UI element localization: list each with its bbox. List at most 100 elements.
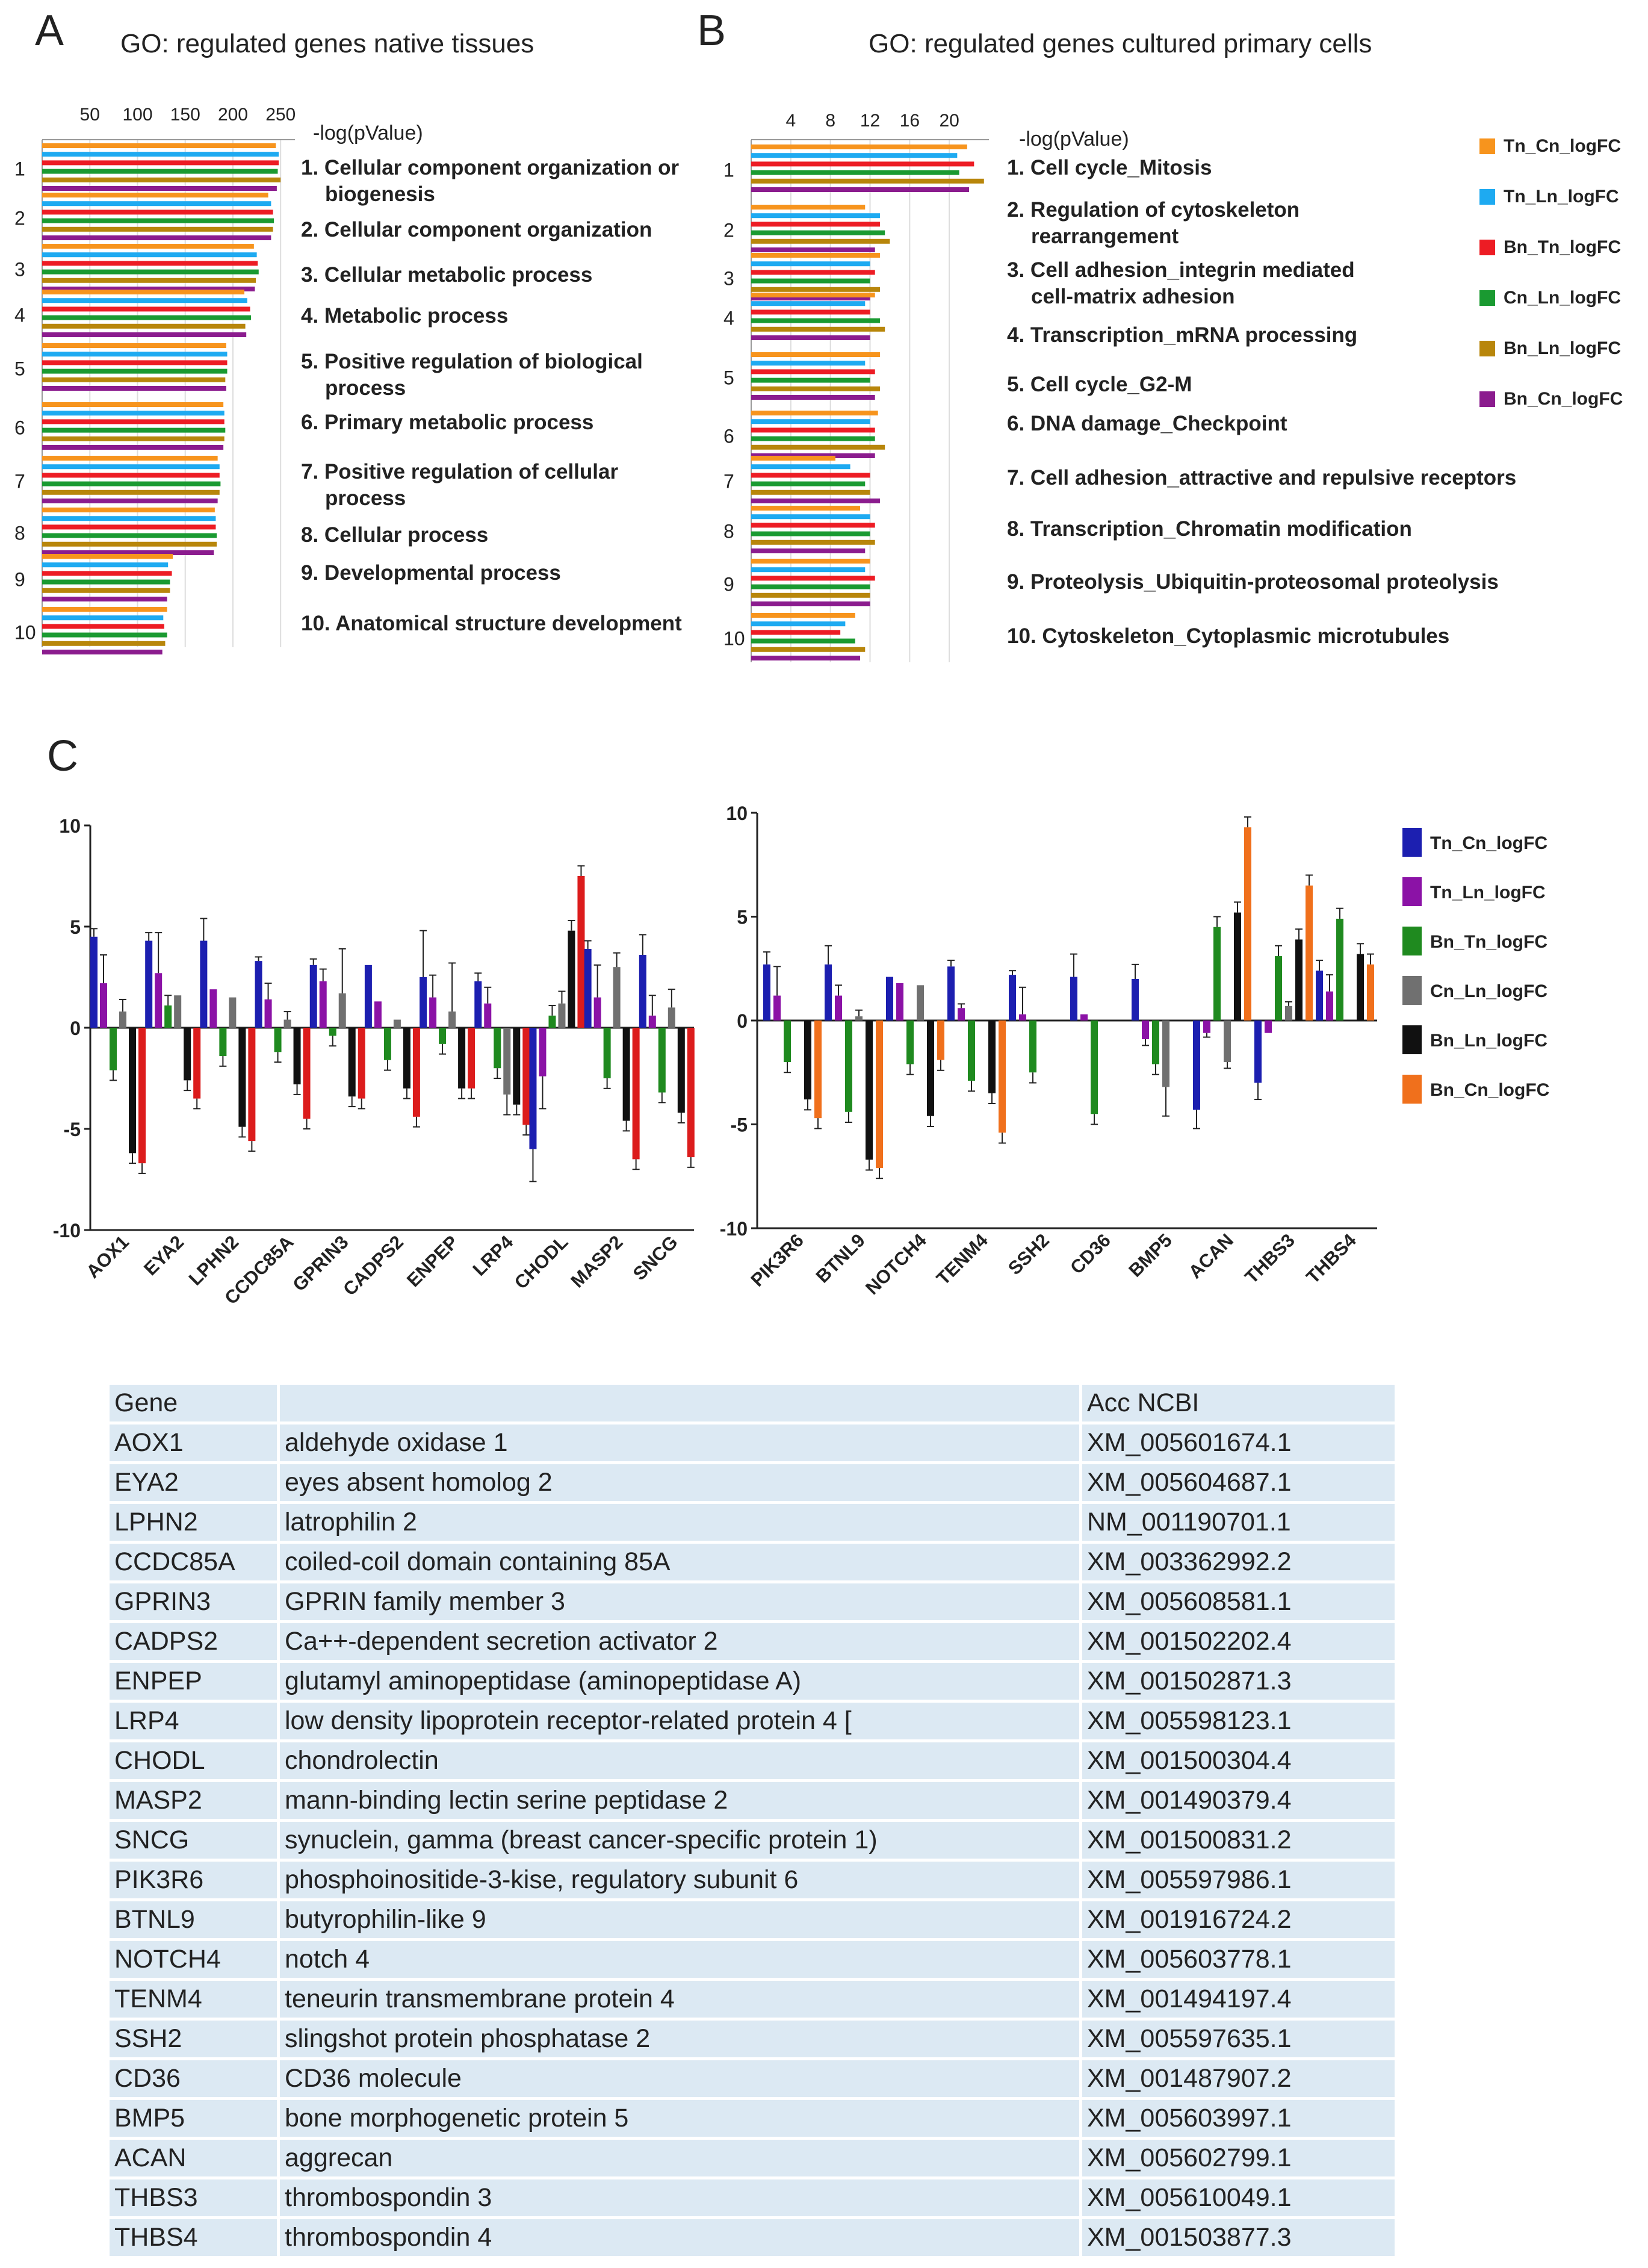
fc-right-y-tick-label: 10 — [726, 803, 748, 824]
fc-left-y-tick-label: 0 — [70, 1017, 81, 1039]
go-legend-swatch-bn-tn-logfc — [1479, 240, 1495, 255]
go-native-category-label: 2. Cellular component organization — [301, 218, 652, 241]
accession-cell: XM_005610049.1 — [1079, 2179, 1395, 2216]
fc-left-bar-bn-cn-logfc — [412, 1028, 420, 1117]
accession-cell: XM_001487907.2 — [1079, 2060, 1395, 2097]
go-cultured-bar-bn-tn-logfc — [751, 576, 875, 581]
fc-right-category-label: BMP5 — [1124, 1229, 1176, 1281]
fc-right-bar-tn-ln-logfc — [1080, 1014, 1088, 1021]
go-cultured-bar-bn-cn-logfc — [751, 601, 870, 606]
accession-cell: XM_005603778.1 — [1079, 1941, 1395, 1978]
go-cultured-category-number: 5 — [723, 367, 734, 389]
table-row: BMP5 bone morphogenetic protein 5 XM_00560… — [110, 2100, 1395, 2137]
go-cultured-bar-bn-ln-logfc — [751, 444, 885, 450]
go-native-bar-cn-ln-logfc — [42, 533, 217, 538]
table-row: SNCG synuclein, gamma (breast cancer-spec… — [110, 1822, 1395, 1859]
go-native-bar-tn-cn-logfc — [42, 554, 173, 559]
figure-canvas: 50 100 150 200 250-log(pValue)123456789101. … — [14, 105, 1623, 1308]
table-row: CCDC85A coiled-coil domain containing 85A… — [110, 1544, 1395, 1580]
table-row: ACAN aggrecan XM_005602799.1 — [110, 2140, 1395, 2176]
panel-a-title: GO: regulated genes native tissues — [120, 29, 534, 58]
go-native-category-label: 8. Cellular process — [301, 523, 488, 547]
fc-legend-label-bn-tn-logfc: Bn_Tn_logFC — [1430, 932, 1547, 952]
gene-symbol-cell: LRP4 — [110, 1703, 277, 1739]
go-legend-swatch-bn-cn-logfc — [1479, 391, 1495, 407]
fc-right-bar-bn-ln-logfc — [804, 1021, 811, 1100]
go-cultured-bar-tn-cn-logfc — [751, 559, 870, 564]
go-native-bar-bn-tn-logfc — [42, 210, 273, 215]
fc-right-bar-tn-cn-logfc — [1009, 975, 1016, 1021]
panel-b-letter: B — [697, 7, 726, 55]
go-native-bar-bn-ln-logfc — [42, 641, 166, 646]
go-cultured-bar-cn-ln-logfc — [751, 318, 880, 323]
fc-right-bar-tn-ln-logfc — [958, 1008, 965, 1021]
go-native-bar-tn-ln-logfc — [42, 252, 257, 258]
accession-cell: XM_005608581.1 — [1079, 1583, 1395, 1620]
go-cultured-bar-bn-ln-logfc — [751, 326, 885, 332]
fc-left-bar-tn-ln-logfc — [429, 997, 437, 1028]
go-cultured-category-label: 9. Proteolysis_Ubiquitin-proteosomal pro… — [1007, 570, 1499, 594]
fc-legend-label-tn-ln-logfc: Tn_Ln_logFC — [1430, 883, 1546, 903]
accession-cell: XM_001500831.2 — [1079, 1822, 1395, 1859]
fc-left-bar-bn-ln-logfc — [348, 1028, 356, 1097]
panel-a-letter: A — [35, 7, 64, 55]
fc-left-bar-tn-ln-logfc — [593, 997, 601, 1028]
gene-symbol-cell: CD36 — [110, 2060, 277, 2097]
gene-symbol-cell: CHODL — [110, 1742, 277, 1779]
go-legend-label-tn-cn-logfc: Tn_Cn_logFC — [1504, 136, 1621, 156]
go-native-bar-bn-ln-logfc — [42, 588, 170, 593]
go-native-bar-tn-ln-logfc — [42, 562, 169, 568]
go-native-bar-tn-cn-logfc — [42, 143, 276, 148]
fc-left-bar-cn-ln-logfc — [393, 1019, 401, 1028]
accession-cell: XM_001494197.4 — [1079, 1981, 1395, 2018]
go-cultured-bar-tn-cn-logfc — [751, 293, 875, 297]
fc-right-bar-tn-ln-logfc — [1326, 991, 1333, 1021]
go-cultured-bar-tn-cn-logfc — [751, 411, 878, 415]
go-native-bar-tn-cn-logfc — [42, 193, 268, 197]
fc-left-bar-bn-cn-logfc — [522, 1028, 530, 1125]
go-cultured-bar-cn-ln-logfc — [751, 531, 870, 536]
fc-left-bar-tn-ln-logfc — [539, 1028, 547, 1077]
gene-description-cell: butyrophilin-like 9 — [277, 1901, 1079, 1938]
gene-symbol-cell: NOTCH4 — [110, 1941, 277, 1978]
fc-left-bar-tn-cn-logfc — [200, 940, 208, 1028]
fc-left-category-label: AOX1 — [82, 1231, 133, 1282]
go-legend-label-cn-ln-logfc: Cn_Ln_logFC — [1504, 288, 1621, 308]
table-row: EYA2 eyes absent homolog 2 XM_005604687.1 — [110, 1464, 1395, 1501]
go-native-category-number: 2 — [14, 208, 25, 229]
go-native-category-label: 7. Positive regulation of cellular proces… — [301, 460, 618, 510]
fc-left-category-label: SNCG — [629, 1231, 682, 1284]
table-row: LRP4 low density lipoprotein receptor-rel… — [110, 1703, 1395, 1739]
go-native-bar-bn-tn-logfc — [42, 419, 225, 424]
fc-legend-swatch-bn-tn-logfc — [1402, 927, 1422, 955]
fc-left-bar-bn-tn-logfc — [110, 1028, 117, 1070]
go-cultured-bar-bn-cn-logfc — [751, 548, 866, 553]
fc-right-bar-bn-cn-logfc — [1306, 885, 1313, 1021]
fc-left-bar-bn-cn-logfc — [577, 876, 585, 1028]
go-native-bar-cn-ln-logfc — [42, 427, 226, 433]
fc-left-bar-cn-ln-logfc — [558, 1003, 566, 1028]
go-cultured-bar-tn-ln-logfc — [751, 464, 850, 470]
fc-left-y-tick-label: 5 — [70, 916, 81, 938]
gene-description-cell: mann-binding lectin serine peptidase 2 — [277, 1782, 1079, 1819]
fc-right-bar-bn-tn-logfc — [1152, 1021, 1159, 1064]
fc-left-bar-bn-tn-logfc — [603, 1028, 611, 1078]
go-native-bar-tn-ln-logfc — [42, 201, 271, 207]
go-cultured-bar-bn-ln-logfc — [751, 386, 880, 391]
fc-left-y-tick-label: -5 — [64, 1119, 81, 1140]
gene-symbol-cell: GPRIN3 — [110, 1583, 277, 1620]
go-cultured-category-label: 10. Cytoskeleton_Cytoplasmic microtubule… — [1007, 624, 1449, 648]
go-native-category-label: 5. Positive regulation of biological proc… — [301, 350, 643, 400]
go-native-category-number: 9 — [14, 569, 25, 591]
table-header-cell: Gene — [110, 1385, 277, 1421]
fc-right-bar-bn-tn-logfc — [1029, 1021, 1036, 1073]
table-row: THBS3 thrombospondin 3 XM_005610049.1 — [110, 2179, 1395, 2216]
fc-right-bar-bn-cn-logfc — [876, 1021, 883, 1168]
fc-left-bar-tn-ln-logfc — [155, 973, 163, 1028]
go-cultured-bar-cn-ln-logfc — [751, 230, 885, 235]
go-cultured-bar-bn-tn-logfc — [751, 309, 870, 315]
fc-left-bar-bn-cn-logfc — [687, 1028, 695, 1158]
fc-legend-swatch-bn-cn-logfc — [1402, 1075, 1422, 1104]
go-cultured-bar-bn-tn-logfc — [751, 270, 875, 275]
fc-left-bar-bn-ln-logfc — [403, 1028, 410, 1089]
